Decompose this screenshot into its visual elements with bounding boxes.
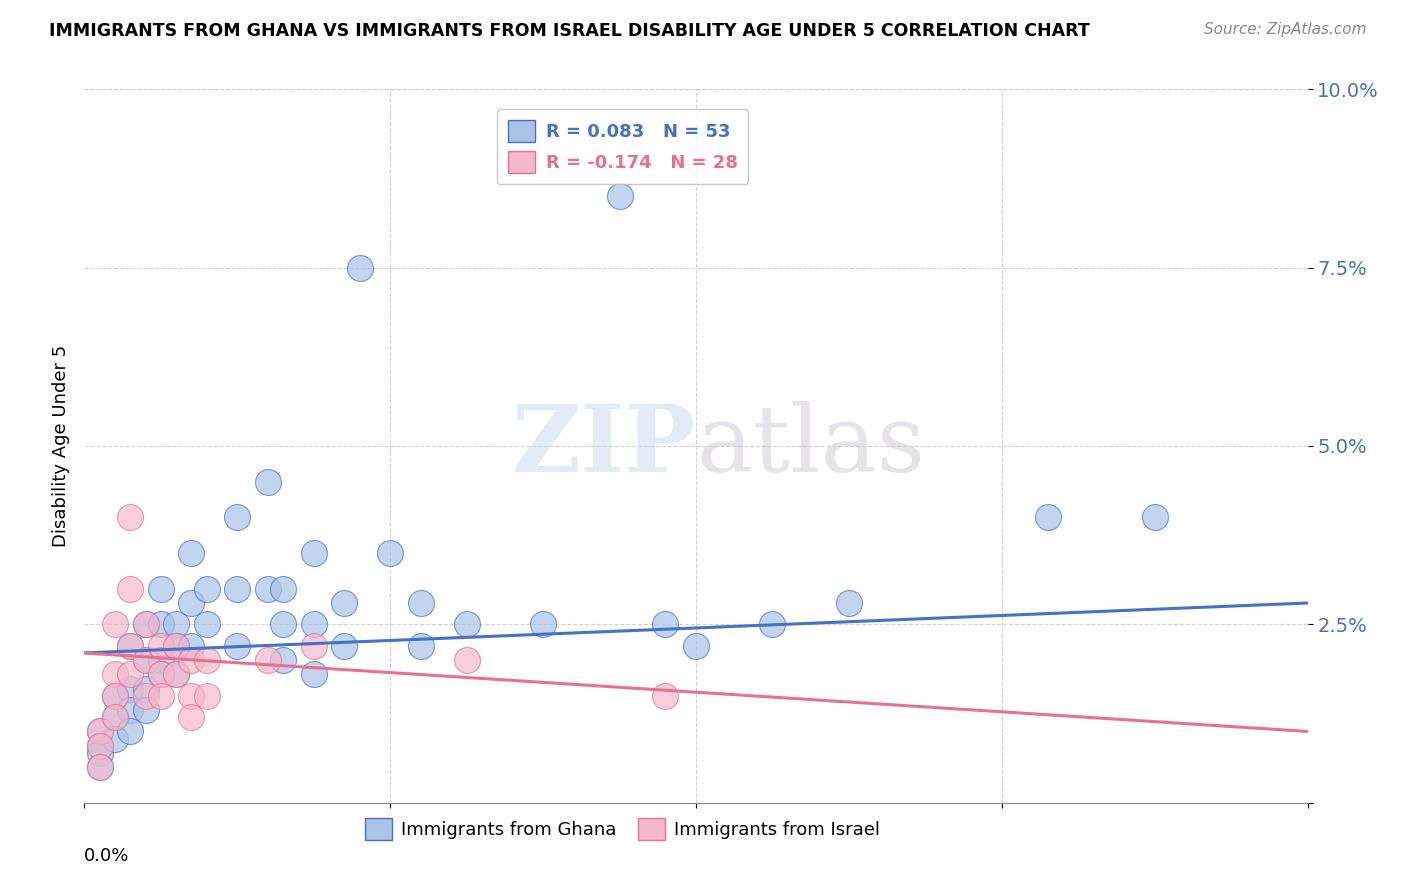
Point <box>654 689 676 703</box>
Point <box>135 653 157 667</box>
Point <box>165 667 187 681</box>
Point <box>271 582 294 596</box>
Point <box>120 639 142 653</box>
Text: 0.0%: 0.0% <box>84 847 129 865</box>
Point <box>104 710 127 724</box>
Point <box>226 510 249 524</box>
Point <box>195 617 218 632</box>
Point <box>1036 510 1059 524</box>
Point <box>180 689 202 703</box>
Point <box>195 689 218 703</box>
Point <box>180 653 202 667</box>
Point <box>456 653 478 667</box>
Text: atlas: atlas <box>696 401 925 491</box>
Text: IMMIGRANTS FROM GHANA VS IMMIGRANTS FROM ISRAEL DISABILITY AGE UNDER 5 CORRELATI: IMMIGRANTS FROM GHANA VS IMMIGRANTS FROM… <box>49 22 1090 40</box>
Point <box>120 639 142 653</box>
Point <box>120 582 142 596</box>
Point <box>149 667 172 681</box>
Point <box>654 617 676 632</box>
Point <box>271 617 294 632</box>
Point <box>609 189 631 203</box>
Point <box>180 596 202 610</box>
Point <box>257 475 280 489</box>
Point <box>180 710 202 724</box>
Point <box>135 703 157 717</box>
Point <box>349 260 371 275</box>
Point <box>120 681 142 696</box>
Point <box>135 681 157 696</box>
Point <box>761 617 783 632</box>
Point <box>104 689 127 703</box>
Y-axis label: Disability Age Under 5: Disability Age Under 5 <box>52 345 70 547</box>
Point <box>149 639 172 653</box>
Point <box>226 582 249 596</box>
Point <box>456 617 478 632</box>
Point <box>302 639 325 653</box>
Point <box>135 689 157 703</box>
Point <box>302 617 325 632</box>
Point <box>120 703 142 717</box>
Text: Source: ZipAtlas.com: Source: ZipAtlas.com <box>1204 22 1367 37</box>
Point <box>104 689 127 703</box>
Point <box>149 667 172 681</box>
Point <box>135 617 157 632</box>
Point <box>120 510 142 524</box>
Point <box>89 746 111 760</box>
Point <box>165 617 187 632</box>
Point <box>180 639 202 653</box>
Point <box>135 653 157 667</box>
Point <box>135 617 157 632</box>
Point <box>333 639 356 653</box>
Point <box>302 546 325 560</box>
Point <box>409 596 432 610</box>
Point <box>380 546 402 560</box>
Point <box>120 667 142 681</box>
Point <box>104 617 127 632</box>
Point <box>195 582 218 596</box>
Point <box>149 689 172 703</box>
Point <box>89 724 111 739</box>
Point <box>165 667 187 681</box>
Point <box>149 653 172 667</box>
Point <box>165 639 187 653</box>
Point <box>838 596 860 610</box>
Point <box>89 760 111 774</box>
Text: ZIP: ZIP <box>512 401 696 491</box>
Point <box>302 667 325 681</box>
Point <box>1143 510 1166 524</box>
Point <box>409 639 432 653</box>
Point <box>89 760 111 774</box>
Point <box>120 724 142 739</box>
Point <box>104 667 127 681</box>
Point <box>89 724 111 739</box>
Point <box>89 739 111 753</box>
Point <box>89 739 111 753</box>
Point <box>149 582 172 596</box>
Point <box>104 710 127 724</box>
Point <box>685 639 707 653</box>
Point <box>226 639 249 653</box>
Point <box>257 582 280 596</box>
Point <box>195 653 218 667</box>
Point <box>180 546 202 560</box>
Point <box>149 617 172 632</box>
Point <box>333 596 356 610</box>
Point <box>531 617 554 632</box>
Legend: Immigrants from Ghana, Immigrants from Israel: Immigrants from Ghana, Immigrants from I… <box>357 811 887 847</box>
Point <box>165 639 187 653</box>
Point <box>104 731 127 746</box>
Point <box>271 653 294 667</box>
Point <box>257 653 280 667</box>
